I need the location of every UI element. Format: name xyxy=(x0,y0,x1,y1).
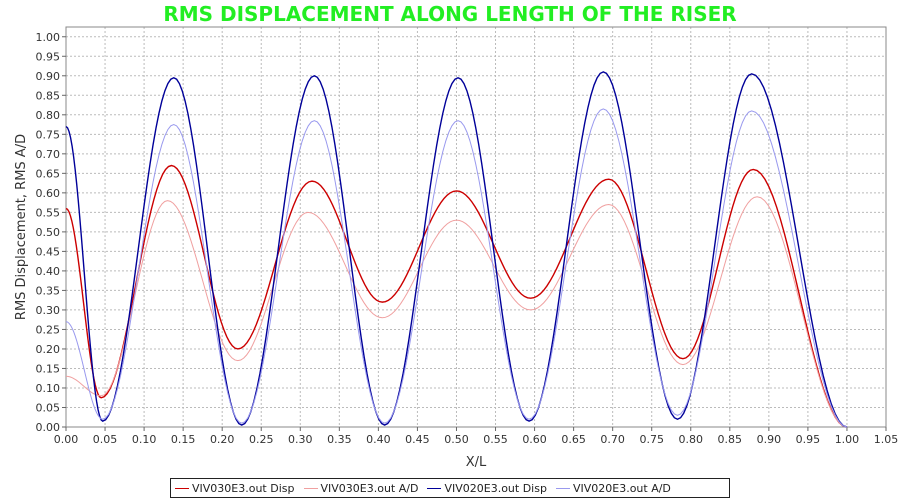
x-tick-label: 0.25 xyxy=(249,433,274,446)
y-axis-label: RMS Displacement, RMS A/D xyxy=(14,134,29,320)
plot-border xyxy=(65,26,887,428)
x-tick-label: 0.95 xyxy=(796,433,821,446)
legend-item: VIV020E3.out Disp xyxy=(427,482,547,495)
y-tick-label: 0.30 xyxy=(36,304,61,317)
y-tick-label: 0.05 xyxy=(36,401,61,414)
y-tick-label: 0.00 xyxy=(36,421,61,434)
y-tick-label: 0.80 xyxy=(36,109,61,122)
x-tick-label: 0.10 xyxy=(132,433,157,446)
x-axis-label: X/L xyxy=(466,455,487,470)
y-tick-label: 1.00 xyxy=(36,31,61,44)
y-tick-label: 0.15 xyxy=(36,362,61,375)
y-tick-label: 0.10 xyxy=(36,382,61,395)
x-tick-label: 0.75 xyxy=(639,433,664,446)
legend-item: VIV020E3.out A/D xyxy=(555,481,671,495)
x-tick-label: 0.15 xyxy=(171,433,196,446)
x-tick-label: 0.70 xyxy=(600,433,625,446)
y-tick-label: 0.85 xyxy=(36,89,61,102)
x-tick-label: 0.85 xyxy=(718,433,743,446)
y-tick-label: 0.70 xyxy=(36,148,61,161)
y-tick-label: 0.45 xyxy=(36,245,61,258)
x-tick-label: 0.00 xyxy=(54,433,79,446)
x-tick-label: 0.60 xyxy=(522,433,547,446)
series-line-4 xyxy=(65,108,848,428)
y-tick-label: 0.75 xyxy=(36,128,61,141)
x-tick-label: 1.05 xyxy=(874,433,899,446)
series-lines xyxy=(65,71,848,428)
series-line-3 xyxy=(65,71,848,428)
x-tick-label: 0.45 xyxy=(405,433,430,446)
axis-ticks: 0.00 0.05 0.10 0.15 0.20 0.25 0.30 0.35 0.40 0.45… xyxy=(36,31,899,446)
legend-label: VIV030E3.out A/D xyxy=(320,481,419,495)
legend-swatch xyxy=(175,487,189,489)
y-tick-label: 0.55 xyxy=(36,206,61,219)
y-tick-label: 0.50 xyxy=(36,226,61,239)
x-tick-label: 0.65 xyxy=(561,433,586,446)
legend-label: VIV020E3.out A/D xyxy=(572,481,671,495)
y-tick-label: 0.20 xyxy=(36,343,61,356)
legend-item: VIV030E3.out Disp xyxy=(175,482,295,495)
y-tick-label: 0.95 xyxy=(36,50,61,63)
legend: VIV030E3.out Disp VIV030E3.out A/D VIV020E… xyxy=(170,478,730,498)
legend-swatch xyxy=(303,487,318,489)
x-tick-label: 0.35 xyxy=(327,433,352,446)
y-tick-label: 0.65 xyxy=(36,167,61,180)
x-tick-label: 0.90 xyxy=(757,433,782,446)
chart-title: RMS DISPLACEMENT ALONG LENGTH OF THE RIS… xyxy=(163,2,737,26)
y-tick-label: 0.40 xyxy=(36,265,61,278)
y-tick-label: 0.35 xyxy=(36,284,61,297)
x-tick-label: 1.00 xyxy=(835,433,860,446)
legend-swatch xyxy=(555,487,570,489)
legend-label: VIV020E3.out Disp xyxy=(444,481,547,495)
x-tick-label: 0.05 xyxy=(93,433,118,446)
grid xyxy=(65,27,887,428)
y-tick-label: 0.90 xyxy=(36,70,61,83)
y-tick-label: 0.60 xyxy=(36,187,61,200)
x-tick-label: 0.55 xyxy=(483,433,508,446)
legend-swatch xyxy=(427,487,442,489)
y-tick-label: 0.25 xyxy=(36,323,61,336)
x-tick-label: 0.40 xyxy=(366,433,391,446)
x-tick-label: 0.20 xyxy=(210,433,235,446)
series-line-1 xyxy=(65,164,848,428)
legend-label: VIV030E3.out Disp xyxy=(192,481,295,495)
x-tick-label: 0.30 xyxy=(288,433,313,446)
x-tick-label: 0.80 xyxy=(679,433,704,446)
legend-item: VIV030E3.out A/D xyxy=(303,481,419,495)
x-tick-label: 0.50 xyxy=(444,433,469,446)
